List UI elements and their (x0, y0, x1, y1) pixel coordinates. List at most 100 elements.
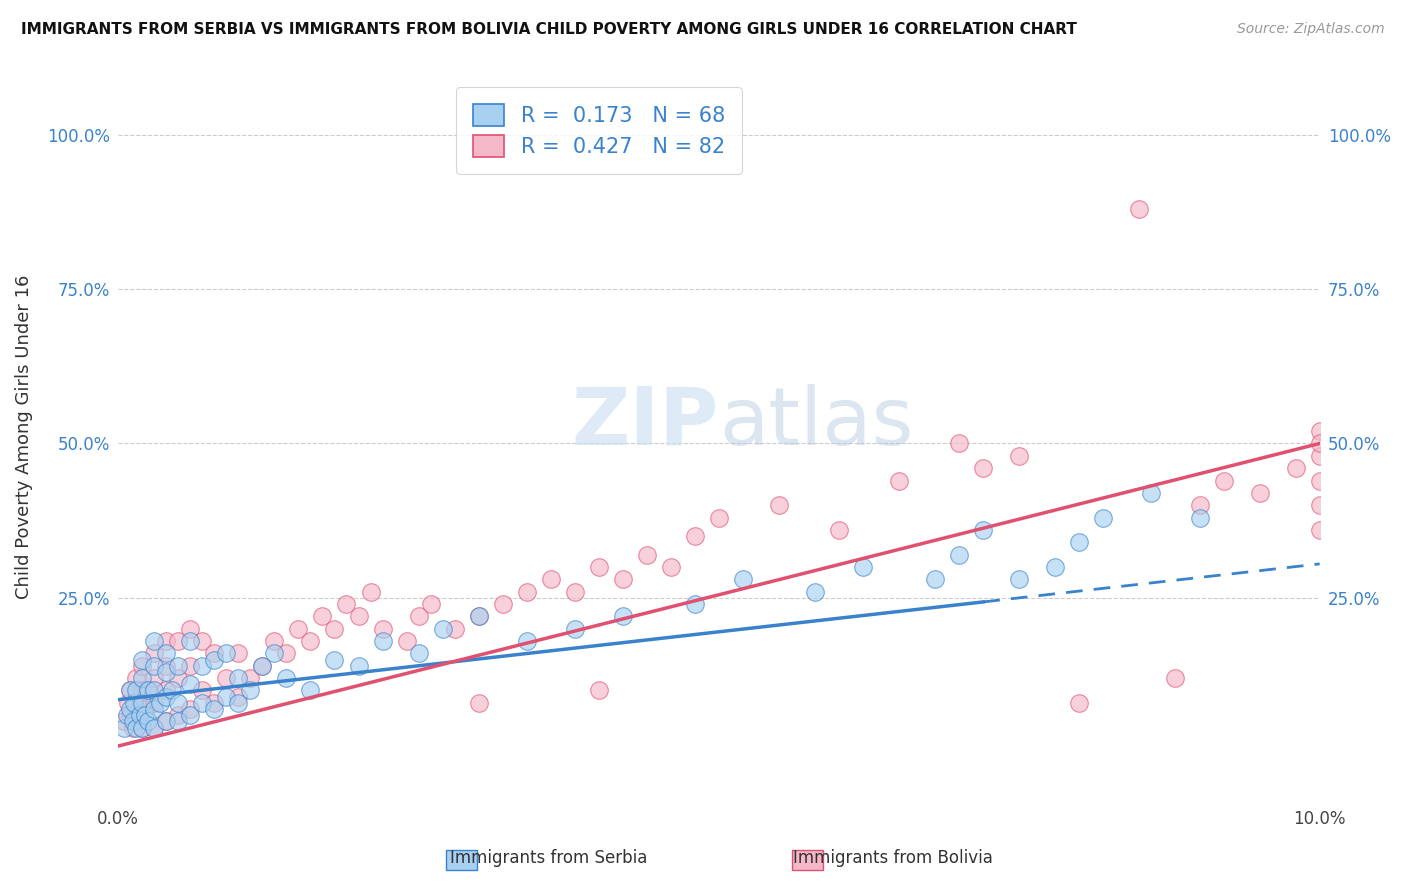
Point (215, 671, 238, 685)
Point (228, 671, 250, 685)
Point (120, 702, 142, 716)
Point (1309, 498, 1331, 512)
Text: Immigrants from Bolivia: Immigrants from Bolivia (793, 849, 993, 867)
Point (155, 658, 177, 673)
Point (299, 683, 322, 698)
Point (122, 696, 145, 710)
Point (155, 683, 177, 698)
Point (408, 647, 430, 661)
Point (1309, 436, 1331, 450)
Text: atlas: atlas (718, 384, 914, 462)
Point (683, 529, 706, 543)
Point (1069, 696, 1091, 710)
Point (143, 721, 166, 735)
Point (143, 634, 166, 648)
Point (707, 510, 730, 524)
Point (179, 708, 201, 723)
Point (155, 690, 177, 704)
Point (131, 683, 153, 698)
Text: ZIP: ZIP (572, 384, 718, 462)
Point (1164, 671, 1187, 685)
Point (131, 696, 153, 710)
Point (276, 647, 298, 661)
Point (121, 721, 143, 735)
Point (128, 708, 150, 723)
Point (1092, 510, 1115, 524)
Point (143, 647, 166, 661)
Point (347, 609, 370, 624)
Point (492, 597, 515, 611)
Point (1008, 572, 1031, 586)
Point (360, 584, 382, 599)
Point (155, 665, 177, 679)
Point (167, 696, 190, 710)
Point (1249, 486, 1271, 500)
Point (1069, 535, 1091, 549)
Point (125, 714, 148, 729)
Point (1212, 474, 1234, 488)
Point (828, 523, 851, 537)
Point (117, 696, 139, 710)
Point (143, 658, 166, 673)
Point (179, 622, 201, 636)
Point (191, 658, 214, 673)
Point (1128, 202, 1150, 216)
Point (215, 690, 238, 704)
Point (924, 572, 946, 586)
Point (287, 622, 309, 636)
Point (155, 647, 177, 661)
Point (371, 634, 394, 648)
Point (564, 584, 586, 599)
Point (149, 696, 172, 710)
Legend: R =  0.173   N = 68, R =  0.427   N = 82: R = 0.173 N = 68, R = 0.427 N = 82 (456, 87, 741, 174)
Point (191, 683, 214, 698)
Point (202, 647, 225, 661)
Point (143, 683, 166, 698)
Point (134, 702, 156, 716)
Point (215, 647, 238, 661)
Point (131, 721, 153, 735)
Point (323, 652, 346, 666)
Point (1309, 424, 1331, 438)
Point (252, 658, 274, 673)
Point (167, 634, 190, 648)
Point (125, 721, 148, 735)
Point (128, 696, 150, 710)
Point (131, 658, 153, 673)
Point (419, 597, 441, 611)
Point (564, 622, 586, 636)
Point (167, 714, 190, 729)
Point (335, 597, 357, 611)
Point (731, 572, 754, 586)
Point (516, 584, 538, 599)
Point (112, 714, 135, 729)
Point (540, 572, 562, 586)
Point (948, 436, 970, 450)
Point (228, 696, 250, 710)
Point (588, 560, 610, 574)
Point (347, 658, 370, 673)
Point (155, 714, 177, 729)
Point (1008, 449, 1031, 463)
Point (1140, 486, 1163, 500)
Text: Source: ZipAtlas.com: Source: ZipAtlas.com (1237, 22, 1385, 37)
Point (467, 609, 489, 624)
Point (612, 609, 634, 624)
Point (112, 721, 135, 735)
Point (179, 677, 201, 691)
Point (120, 683, 142, 698)
Point (889, 474, 911, 488)
Point (252, 658, 274, 673)
Point (202, 652, 225, 666)
Point (659, 560, 682, 574)
Point (167, 708, 190, 723)
Point (395, 634, 418, 648)
Point (162, 683, 184, 698)
Point (136, 683, 159, 698)
Point (228, 690, 250, 704)
Point (239, 671, 262, 685)
Point (179, 634, 201, 648)
Point (143, 696, 166, 710)
Point (131, 652, 153, 666)
Point (467, 609, 489, 624)
